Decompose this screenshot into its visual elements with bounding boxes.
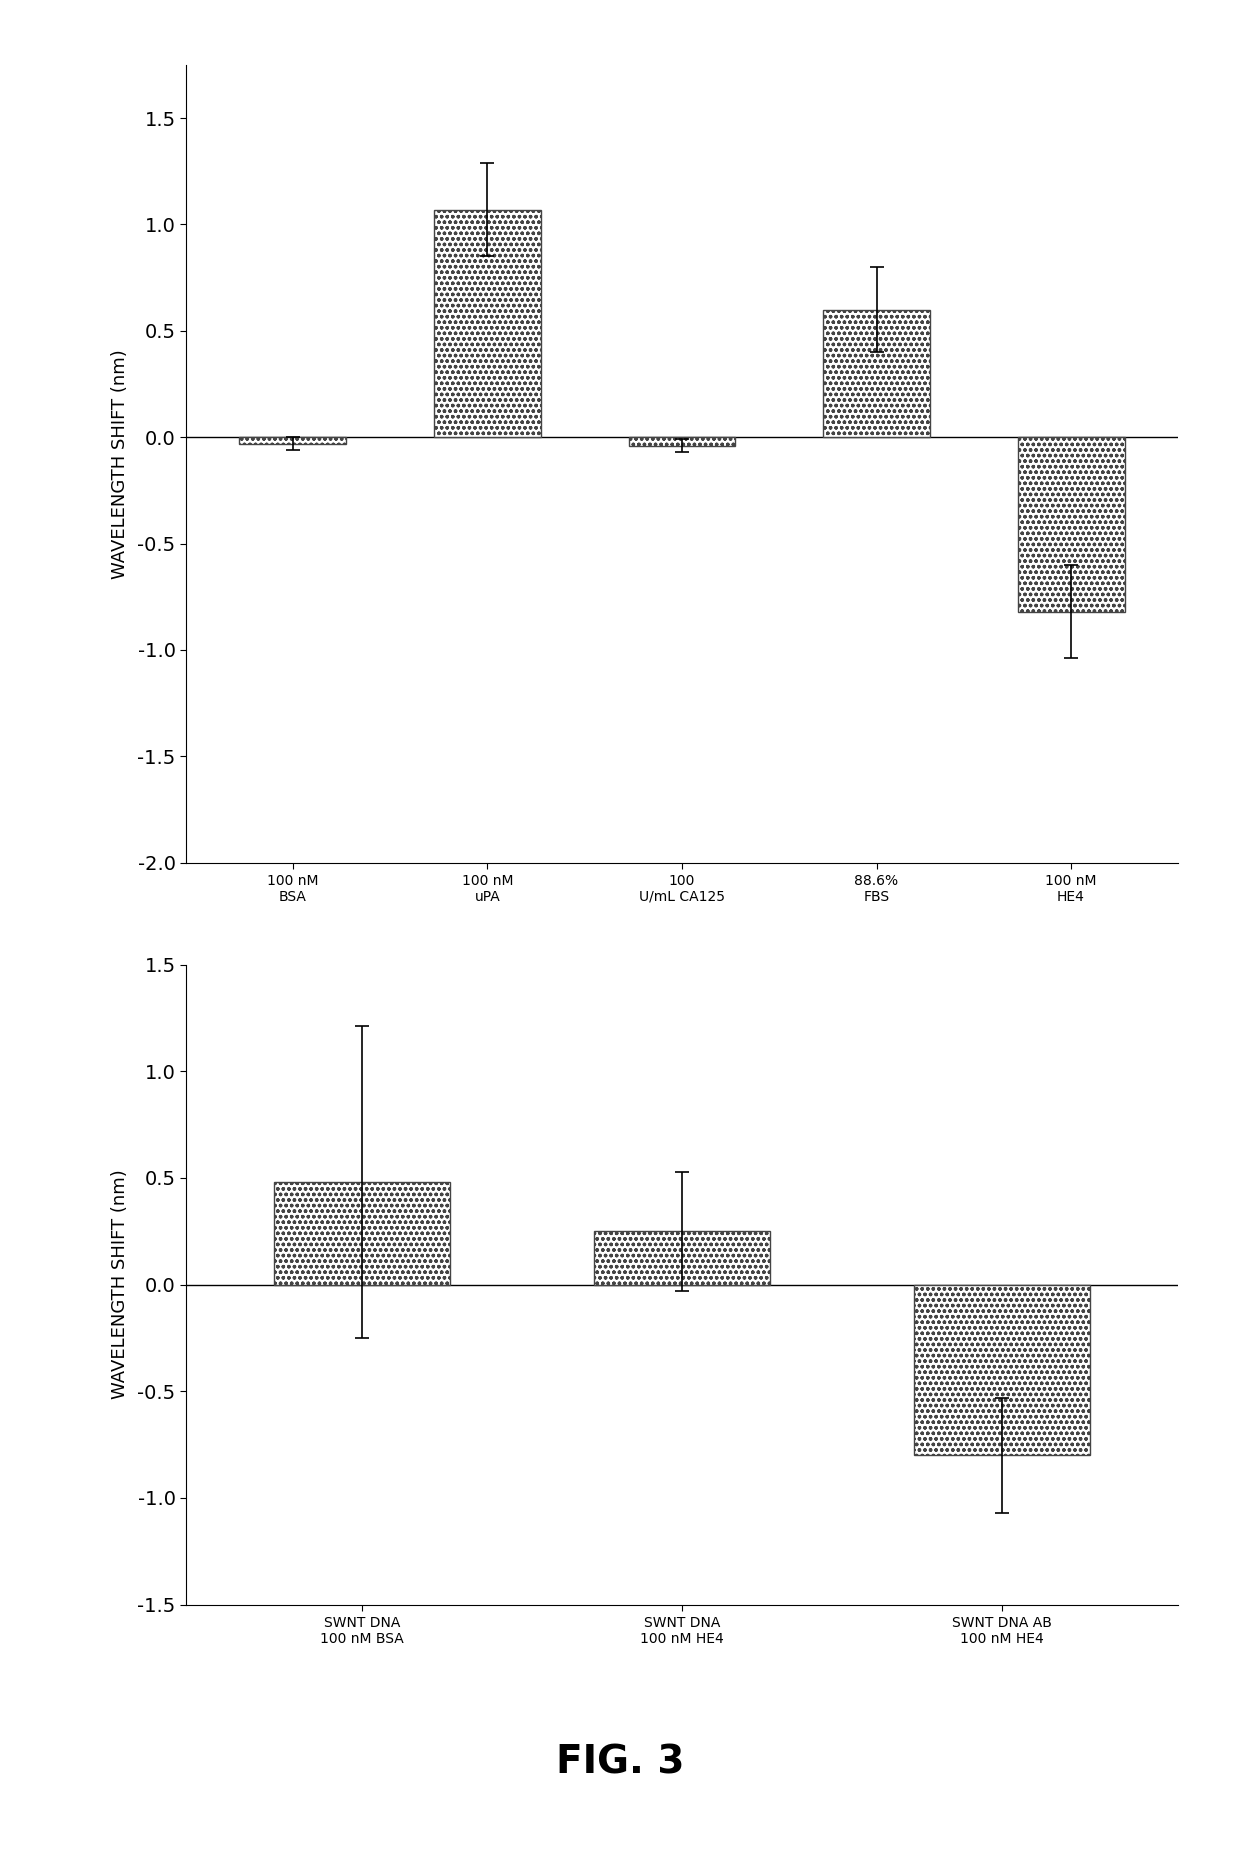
Y-axis label: WAVELENGTH SHIFT (nm): WAVELENGTH SHIFT (nm) — [112, 1171, 129, 1399]
Bar — [239, 438, 346, 443]
Y-axis label: WAVELENGTH SHIFT (nm): WAVELENGTH SHIFT (nm) — [112, 349, 129, 579]
Text: FIG. 3: FIG. 3 — [556, 1744, 684, 1781]
Bar — [594, 1232, 770, 1284]
Bar — [629, 438, 735, 445]
Bar — [914, 1284, 1090, 1454]
Bar — [434, 210, 541, 438]
Bar — [823, 310, 930, 438]
Bar — [274, 1182, 450, 1284]
Bar — [1018, 438, 1125, 612]
